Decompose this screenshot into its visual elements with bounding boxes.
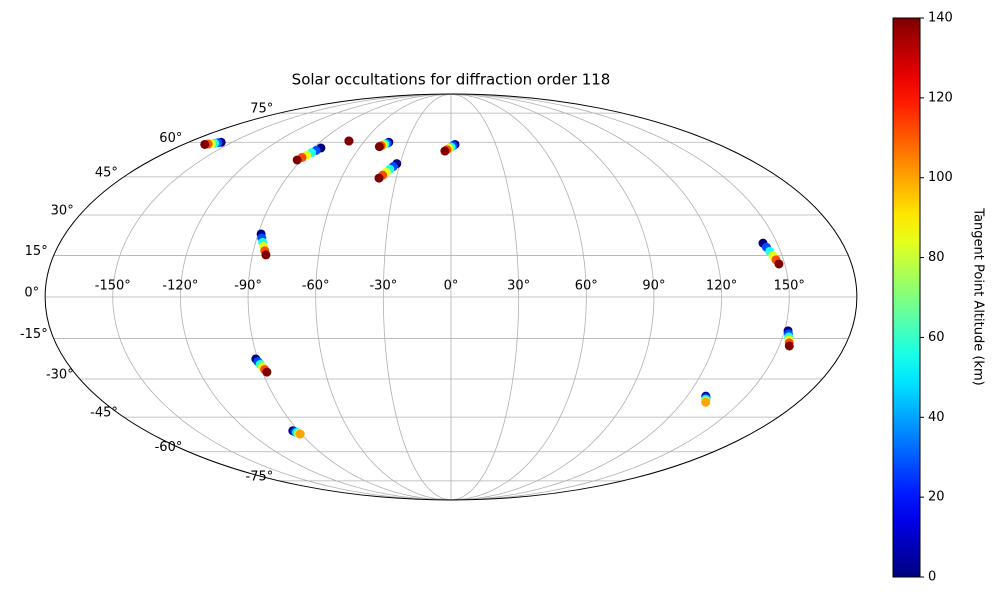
meridian-grid-line <box>180 93 452 501</box>
meridian-grid-line <box>450 93 722 501</box>
meridian-grid-line <box>450 93 587 501</box>
meridian-grid-line <box>247 93 452 501</box>
grid <box>45 93 857 501</box>
colorbar-tick-label: 60 <box>928 330 945 345</box>
map-boundary <box>44 93 858 501</box>
x-tick-label: -120° <box>162 279 198 294</box>
colorbar-tick-label: 20 <box>928 490 945 505</box>
occultation-point <box>344 136 354 146</box>
occultation-point <box>774 259 784 269</box>
occultation-point <box>262 367 272 377</box>
colorbar-tick-label: 80 <box>928 250 945 265</box>
occultation-point <box>784 341 794 351</box>
colorbar-tick-label: 140 <box>928 11 953 26</box>
meridian-grid-line <box>450 93 790 501</box>
x-tick-label: 0° <box>444 279 459 294</box>
x-tick-label: 120° <box>706 279 737 294</box>
x-tick-label: -90° <box>234 279 262 294</box>
y-tick-label: 45° <box>95 165 118 180</box>
x-tick-label: 90° <box>642 279 665 294</box>
meridian-grid-line <box>450 93 520 501</box>
occultation-point <box>261 250 271 260</box>
occultation-point <box>295 429 305 439</box>
y-tick-label: -45° <box>90 406 118 421</box>
x-tick-label: -30° <box>369 279 397 294</box>
meridian-grid-line <box>112 93 452 501</box>
chart-title: Solar occultations for diffraction order… <box>292 71 611 89</box>
points <box>200 136 794 439</box>
occultation-point <box>374 142 384 152</box>
y-tick-label: -30° <box>46 367 74 382</box>
colorbar-tick-label: 100 <box>928 170 953 185</box>
x-tick-label: 150° <box>774 279 805 294</box>
colorbar-tick-label: 40 <box>928 410 945 425</box>
occultation-point <box>374 173 384 183</box>
y-tick-label: 75° <box>250 102 273 117</box>
y-tick-label: 60° <box>159 131 182 146</box>
colorbar-tick-label: 120 <box>928 90 953 105</box>
x-tick-label: -150° <box>95 279 131 294</box>
colorbar-tick-label: 0 <box>928 570 936 585</box>
y-tick-label: -75° <box>246 469 274 484</box>
x-tick-label: -60° <box>302 279 330 294</box>
y-tick-label: 30° <box>51 204 74 219</box>
occultation-point <box>440 146 450 156</box>
occultation-point <box>701 397 711 407</box>
occultation-point <box>292 155 302 165</box>
colorbar <box>892 17 921 578</box>
occultation-point <box>200 139 210 149</box>
y-tick-label: -60° <box>155 440 183 455</box>
meridian-grid-line <box>450 93 655 501</box>
y-tick-label: 0° <box>24 286 39 301</box>
meridian-grid-line <box>315 93 452 501</box>
x-tick-label: 60° <box>575 279 598 294</box>
x-tick-label: 30° <box>507 279 530 294</box>
meridian-grid-line <box>382 93 452 501</box>
colorbar-label: Tangent Point Altitude (km) <box>971 207 986 385</box>
y-tick-label: 15° <box>25 244 48 259</box>
y-tick-label: -15° <box>20 327 48 342</box>
